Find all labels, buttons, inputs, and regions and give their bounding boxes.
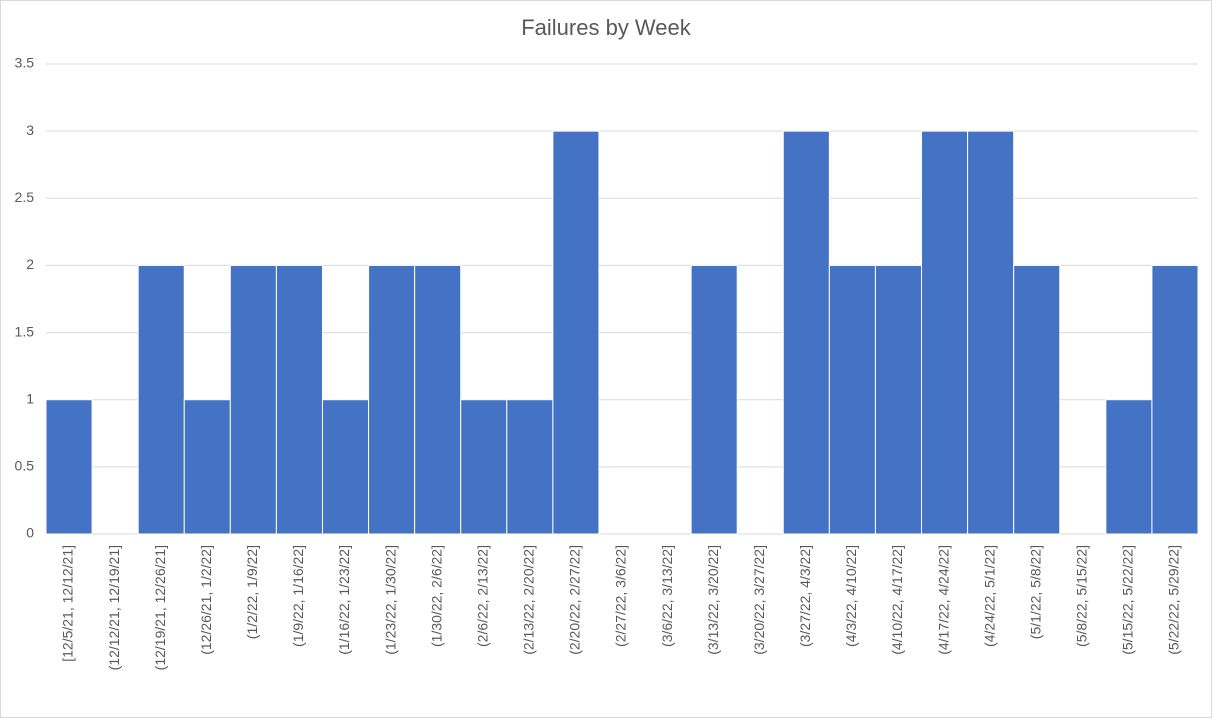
x-tick-label: (2/13/22, 2/20/22]: [521, 545, 537, 655]
y-tick-label: 2: [26, 256, 34, 272]
bar: [183, 399, 231, 535]
bar: [1013, 264, 1061, 535]
bar: [414, 264, 462, 535]
x-tick-label: (1/9/22, 1/16/22]: [290, 545, 306, 647]
bar: [1151, 264, 1199, 535]
y-tick-label: 1.5: [15, 323, 35, 339]
x-tick-label: (1/2/22, 1/9/22]: [244, 545, 260, 639]
x-tick-label: (12/19/21, 12/26/21]: [152, 545, 168, 670]
x-tick-label: (3/27/22, 4/3/22]: [797, 545, 813, 647]
bar: [690, 264, 738, 535]
y-tick-label: 1: [26, 390, 34, 406]
y-tick-label: 2.5: [15, 189, 35, 205]
x-tick-label: (4/3/22, 4/10/22]: [843, 545, 859, 647]
bar: [967, 130, 1015, 535]
x-tick-label: (4/17/22, 4/24/22]: [935, 545, 951, 655]
bar: [460, 399, 508, 535]
x-tick-label: (3/13/22, 3/20/22]: [705, 545, 721, 655]
bar: [137, 264, 185, 535]
x-tick-label: (5/22/22, 5/29/22]: [1166, 545, 1182, 655]
bar: [506, 399, 554, 535]
x-tick-label: (2/20/22, 2/27/22]: [567, 545, 583, 655]
x-tick-label: (3/20/22, 3/27/22]: [751, 545, 767, 655]
bar: [552, 130, 600, 535]
bar: [828, 264, 876, 535]
x-tick-label: (5/1/22, 5/8/22]: [1027, 545, 1043, 639]
x-tick-label: (4/24/22, 5/1/22]: [981, 545, 997, 647]
x-tick-label: (5/8/22, 5/15/22]: [1074, 545, 1090, 647]
bar: [921, 130, 969, 535]
bar: [874, 264, 923, 535]
bar: [782, 130, 830, 535]
y-tick-label: 0.5: [15, 458, 35, 474]
bar: [321, 399, 370, 535]
bar: [1105, 399, 1153, 535]
x-tick-label: (12/26/21, 1/2/22]: [198, 545, 214, 655]
y-tick-label: 0: [26, 525, 34, 541]
y-tick-label: 3: [26, 122, 34, 138]
x-tick-label: (5/15/22, 5/22/22]: [1120, 545, 1136, 655]
y-tick-label: 3.5: [15, 55, 35, 71]
x-tick-label: (1/23/22, 1/30/22]: [382, 545, 398, 655]
x-tick-label: (1/30/22, 2/6/22]: [428, 545, 444, 647]
x-tick-label: (2/27/22, 3/6/22]: [613, 545, 629, 647]
bar: [229, 264, 277, 535]
x-tick-label: (1/16/22, 1/23/22]: [336, 545, 352, 655]
bar: [45, 399, 93, 535]
x-tick-label: (12/12/21, 12/19/21]: [106, 545, 122, 670]
x-tick-label: [12/5/21, 12/12/21]: [60, 545, 76, 662]
bar: [368, 264, 416, 535]
x-tick-label: (4/10/22, 4/17/22]: [889, 545, 905, 655]
chart-title: Failures by Week: [521, 15, 692, 40]
x-tick-label: (2/6/22, 2/13/22]: [474, 545, 490, 647]
bar: [275, 264, 323, 535]
x-tick-label: (3/6/22, 3/13/22]: [659, 545, 675, 647]
